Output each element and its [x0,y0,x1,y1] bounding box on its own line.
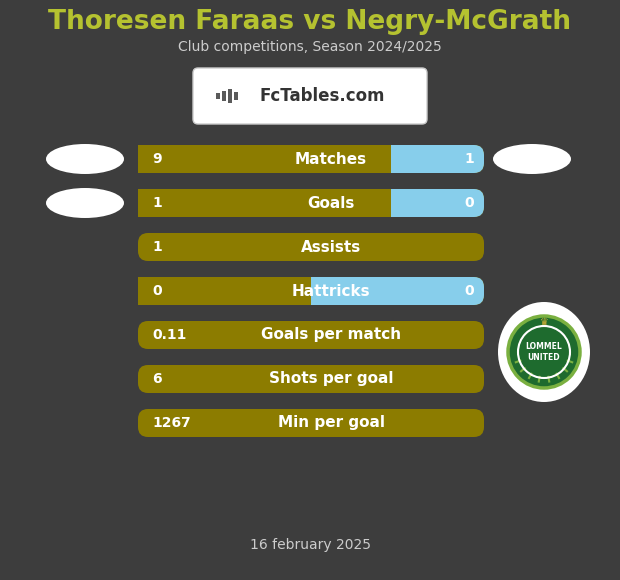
Text: Club competitions, Season 2024/2025: Club competitions, Season 2024/2025 [178,40,442,54]
Text: LOMMEL
UNITED: LOMMEL UNITED [526,342,562,362]
FancyBboxPatch shape [381,145,484,173]
Text: Thoresen Faraas vs Negry-McGrath: Thoresen Faraas vs Negry-McGrath [48,9,572,35]
Bar [216,93,220,99]
Text: 0: 0 [464,284,474,298]
Text: 1267: 1267 [152,416,191,430]
Circle shape [520,328,568,376]
Text: 0.11: 0.11 [152,328,187,342]
FancyBboxPatch shape [193,68,427,124]
Ellipse shape [498,302,590,402]
FancyBboxPatch shape [138,189,391,217]
FancyBboxPatch shape [138,365,484,393]
FancyBboxPatch shape [138,189,484,217]
FancyBboxPatch shape [301,277,484,305]
Text: 0: 0 [464,196,474,210]
Text: 1: 1 [464,152,474,166]
Text: Shots per goal: Shots per goal [268,372,393,386]
FancyBboxPatch shape [138,145,391,173]
Ellipse shape [493,144,571,174]
Text: Goals per match: Goals per match [261,328,401,343]
Text: 9: 9 [152,152,162,166]
Text: 1: 1 [152,196,162,210]
Text: 16 february 2025: 16 february 2025 [249,538,371,552]
Text: ♛: ♛ [539,317,548,327]
Bar [234,92,238,100]
Text: 1: 1 [152,240,162,254]
FancyBboxPatch shape [138,409,484,437]
Text: Assists: Assists [301,240,361,255]
Text: Hattricks: Hattricks [291,284,370,299]
Text: Matches: Matches [295,151,367,166]
FancyBboxPatch shape [138,321,484,349]
Bar [222,91,226,101]
Text: 6: 6 [152,372,162,386]
FancyBboxPatch shape [138,277,311,305]
FancyBboxPatch shape [138,145,484,173]
FancyBboxPatch shape [138,233,484,261]
Text: Goals: Goals [308,195,355,211]
FancyBboxPatch shape [381,189,484,217]
Text: FcTables.com: FcTables.com [259,87,385,105]
Ellipse shape [46,188,124,218]
Bar [228,89,232,103]
Ellipse shape [46,144,124,174]
Text: 0: 0 [152,284,162,298]
FancyBboxPatch shape [138,277,484,305]
Text: Min per goal: Min per goal [278,415,384,430]
Circle shape [508,316,580,388]
